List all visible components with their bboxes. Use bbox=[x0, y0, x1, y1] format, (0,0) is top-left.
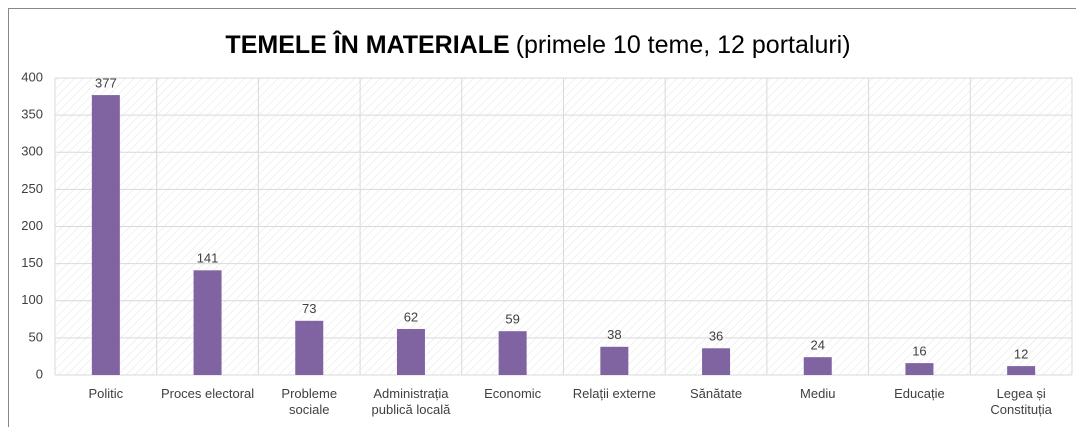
x-tick-label: Sănătate bbox=[690, 386, 743, 401]
x-tick-label: Educație bbox=[894, 386, 945, 401]
data-label: 16 bbox=[912, 344, 926, 359]
title-main: TEMELE ÎN MATERIALE bbox=[225, 29, 509, 59]
data-label: 59 bbox=[505, 312, 519, 327]
x-tick-label: Legea și Constituția bbox=[990, 386, 1052, 417]
y-tick-label: 400 bbox=[21, 69, 43, 84]
data-label: 377 bbox=[95, 76, 117, 91]
bar bbox=[295, 320, 324, 375]
x-tick-label: Economic bbox=[484, 386, 542, 401]
chart-title: TEMELE ÎN MATERIALE (primele 10 teme, 12 … bbox=[225, 29, 850, 59]
x-tick-label: Administrația publică locală bbox=[371, 386, 451, 417]
x-tick-label: Relații externe bbox=[572, 386, 656, 401]
y-tick-label: 100 bbox=[21, 292, 43, 307]
bar bbox=[1007, 366, 1036, 375]
x-tick-label: Probleme sociale bbox=[281, 386, 338, 417]
x-tick-label: Politic bbox=[88, 386, 124, 401]
bar bbox=[905, 363, 934, 375]
x-tick-label: Mediu bbox=[800, 386, 836, 401]
bar bbox=[600, 346, 629, 375]
data-label: 73 bbox=[302, 301, 316, 316]
bar bbox=[702, 348, 731, 375]
bar bbox=[396, 328, 425, 375]
title-sub: (primele 10 teme, 12 portaluri) bbox=[516, 31, 851, 59]
bar bbox=[803, 357, 832, 375]
data-label: 62 bbox=[404, 309, 418, 324]
data-label: 36 bbox=[709, 329, 723, 344]
y-tick-label: 150 bbox=[21, 255, 43, 270]
data-label: 24 bbox=[811, 338, 825, 353]
y-tick-label: 0 bbox=[36, 366, 43, 381]
x-tick-label: Proces electoral bbox=[160, 386, 255, 401]
bar bbox=[193, 270, 222, 375]
y-tick-label: 250 bbox=[21, 181, 43, 196]
bar bbox=[498, 331, 527, 375]
y-tick-label: 50 bbox=[29, 329, 43, 344]
data-label: 12 bbox=[1014, 347, 1028, 362]
y-tick-label: 300 bbox=[21, 144, 43, 159]
data-label: 141 bbox=[197, 251, 219, 266]
data-label: 38 bbox=[607, 327, 621, 342]
bar bbox=[91, 95, 120, 375]
y-tick-label: 350 bbox=[21, 107, 43, 122]
y-tick-label: 200 bbox=[21, 218, 43, 233]
